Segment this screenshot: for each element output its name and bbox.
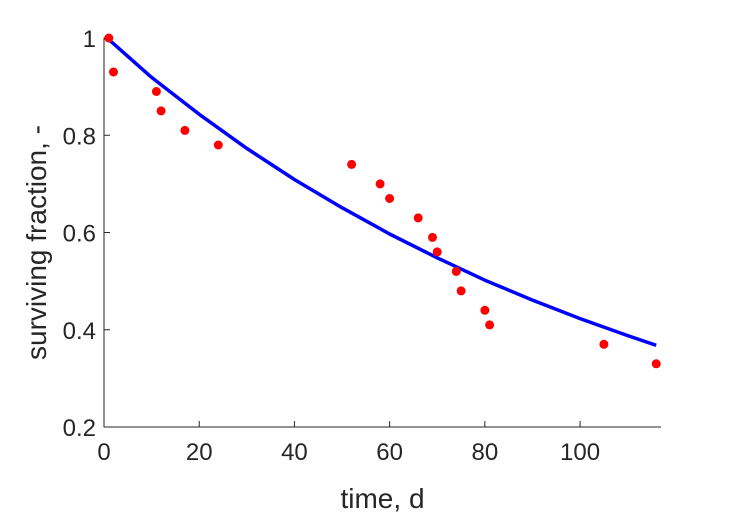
data-point xyxy=(456,286,466,296)
data-point xyxy=(375,179,385,189)
x-axis-title: time, d xyxy=(340,483,424,514)
data-point xyxy=(109,67,118,77)
x-tick-label: 40 xyxy=(281,439,308,466)
data-point xyxy=(347,159,357,169)
data-point xyxy=(180,125,190,135)
x-tick-label: 20 xyxy=(186,439,213,466)
plot-area: 0 20 40 60 80 100 0.2 0.4 0.6 0.8 1 xyxy=(63,26,661,466)
y-tick-label: 0.8 xyxy=(63,123,96,150)
data-point xyxy=(432,247,442,257)
data-point xyxy=(156,106,166,116)
data-point xyxy=(385,194,395,203)
fit-curve-line xyxy=(107,38,657,347)
axis-lines xyxy=(103,38,661,428)
x-tick-label: 0 xyxy=(97,439,110,466)
y-tick-label: 0.6 xyxy=(63,221,96,248)
y-axis-ticks: 0.2 0.4 0.6 0.8 1 xyxy=(63,26,110,442)
data-point xyxy=(599,339,609,349)
y-tick-label: 0.4 xyxy=(63,318,96,345)
x-tick-label: 100 xyxy=(560,439,600,466)
data-point xyxy=(104,33,114,43)
x-tick-label: 60 xyxy=(376,439,403,466)
y-axis-title: surviving fraction, - xyxy=(21,125,52,360)
data-point xyxy=(413,213,423,223)
data-point xyxy=(480,305,490,315)
data-point xyxy=(451,266,461,276)
data-point xyxy=(428,232,437,242)
data-point xyxy=(213,140,223,150)
data-point xyxy=(485,320,495,330)
data-point xyxy=(151,87,161,96)
data-point xyxy=(651,359,661,369)
y-tick-label: 0.2 xyxy=(63,415,96,442)
series-layer xyxy=(104,33,661,369)
y-tick-label: 1 xyxy=(83,26,96,53)
x-tick-label: 80 xyxy=(472,439,499,466)
x-axis-ticks: 0 20 40 60 80 100 xyxy=(97,421,600,466)
